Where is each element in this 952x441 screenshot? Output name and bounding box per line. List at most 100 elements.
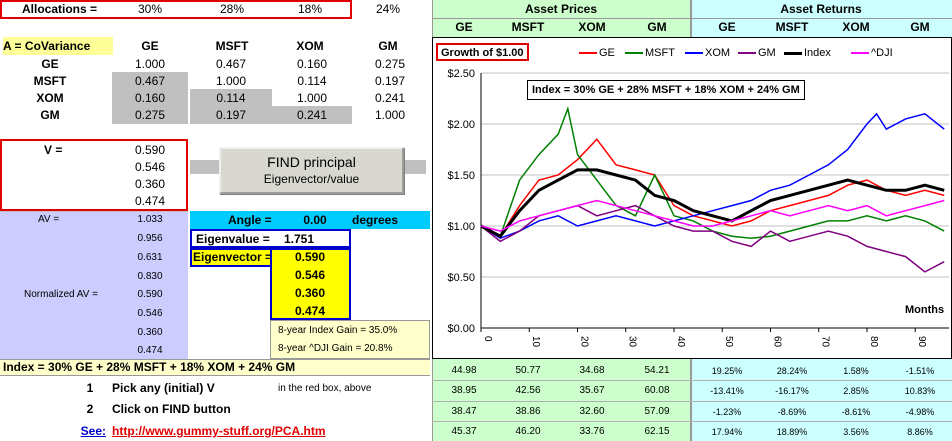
return-cell: -8.69% xyxy=(777,407,807,417)
dji-gain: 8-year ^DJI Gain = 20.8% xyxy=(278,343,393,354)
chart-annotation: Index = 30% GE + 28% MSFT + 18% XOM + 24… xyxy=(527,80,805,100)
cov-cell[interactable]: 1.000 xyxy=(134,57,166,71)
prices-header-msft: MSFT xyxy=(511,20,545,34)
eigenvalue-label: Eigenvalue = xyxy=(196,232,270,246)
step-note: in the red box, above xyxy=(278,383,372,394)
series-line-index xyxy=(480,168,945,239)
returns-header-msft: MSFT xyxy=(775,20,809,34)
y-tick-label: $2.50 xyxy=(447,68,475,80)
alloc-msft[interactable]: 28% xyxy=(219,2,245,16)
cov-cell[interactable]: 1.000 xyxy=(215,74,247,88)
y-tick-label: $0.50 xyxy=(447,272,475,284)
allocations-box[interactable] xyxy=(0,0,352,19)
vector-box[interactable] xyxy=(0,139,188,211)
cov-cell[interactable]: 0.197 xyxy=(374,74,406,88)
eigenvalue-value: 1.751 xyxy=(284,232,315,246)
cov-cell[interactable]: 0.275 xyxy=(374,57,406,71)
cov-cell[interactable]: 0.160 xyxy=(112,89,188,107)
price-cell: 60.08 xyxy=(644,385,670,396)
chart-xlabel: Months xyxy=(905,304,945,316)
legend-label: MSFT xyxy=(645,47,675,59)
angle-label: Angle = xyxy=(228,213,272,227)
legend-swatch xyxy=(685,52,703,55)
legend-item: XOM xyxy=(685,46,730,60)
y-tick-label: $0.00 xyxy=(447,323,475,335)
growth-chart-svg: $0.00 $0.50 $1.00 $1.50 $2.00 $2.50 0 10 20 30 40 5… xyxy=(447,68,949,348)
legend-swatch xyxy=(851,52,869,55)
normalized-value: 0.360 xyxy=(137,327,163,338)
cov-cell[interactable]: 0.275 xyxy=(112,106,188,124)
price-cell: 38.95 xyxy=(451,385,477,396)
gains-box xyxy=(270,320,430,359)
normalized-value: 0.474 xyxy=(137,345,163,356)
x-tick-label: 50 xyxy=(723,336,734,348)
cov-cell[interactable]: 0.197 xyxy=(190,106,272,124)
index-formula-bar xyxy=(0,359,430,376)
cov-cell[interactable]: 1.000 xyxy=(374,108,406,122)
alloc-ge[interactable]: 30% xyxy=(137,2,163,16)
x-tick-label: 10 xyxy=(530,336,541,348)
cov-cell[interactable]: 0.114 xyxy=(297,74,327,88)
price-cell: 38.86 xyxy=(515,406,541,417)
return-cell: -1.23% xyxy=(712,407,742,417)
return-cell: 28.24% xyxy=(776,366,808,376)
price-cell: 50.77 xyxy=(515,365,541,376)
y-tick-label: $2.00 xyxy=(447,119,475,131)
cov-cell[interactable]: 0.241 xyxy=(374,91,406,105)
eigenvector-label: Eigenvector = xyxy=(193,250,273,264)
covariance-corner: A = CoVariance xyxy=(3,37,113,55)
prices-header-ge: GE xyxy=(455,20,473,34)
x-tick-label: 60 xyxy=(771,336,782,348)
see-label: See: xyxy=(80,424,106,438)
cov-cell[interactable]: 0.467 xyxy=(215,57,247,71)
normalized-label: Normalized AV = xyxy=(24,289,99,300)
cov-cell[interactable]: 0.241 xyxy=(272,106,352,124)
price-cell: 57.09 xyxy=(644,406,670,417)
cov-cell[interactable]: 0.467 xyxy=(112,72,188,90)
normalized-value: 0.590 xyxy=(137,289,163,300)
return-cell: -4.98% xyxy=(905,407,935,417)
asset-returns-title: Asset Returns xyxy=(780,2,862,16)
price-cell: 32.60 xyxy=(579,406,605,417)
legend-label: XOM xyxy=(705,47,731,59)
av-value: 1.033 xyxy=(137,214,163,225)
price-cell: 38.47 xyxy=(451,406,477,417)
cov-header-gm: GM xyxy=(378,39,398,53)
legend-item: Index xyxy=(784,46,831,60)
prices-header-xom: XOM xyxy=(578,20,606,34)
vector-value[interactable]: 0.590 xyxy=(134,143,166,157)
see-link[interactable]: http://www.gummy-stuff.org/PCA.htm xyxy=(112,424,326,438)
price-cell: 42.56 xyxy=(515,385,541,396)
vector-label: V = xyxy=(44,143,63,157)
index-gain: 8-year Index Gain = 35.0% xyxy=(278,325,398,336)
av-value: 0.631 xyxy=(137,252,163,263)
find-button-line1: FIND principal xyxy=(267,154,356,170)
legend-label: GE xyxy=(599,47,615,59)
vector-value[interactable]: 0.546 xyxy=(134,160,166,174)
angle-bar xyxy=(190,211,430,229)
legend-label: GM xyxy=(758,47,776,59)
legend-item: GM xyxy=(738,46,776,60)
cov-header-xom: XOM xyxy=(296,39,324,53)
eigenvector-value: 0.474 xyxy=(294,304,326,318)
legend-item: MSFT xyxy=(625,46,675,60)
find-button[interactable]: FIND principal Eigenvector/value xyxy=(219,147,404,194)
y-tick-label: $1.00 xyxy=(447,221,475,233)
asset-prices-title: Asset Prices xyxy=(524,2,598,16)
av-value: 0.956 xyxy=(137,233,163,244)
cov-cell[interactable]: 0.114 xyxy=(190,89,272,107)
alloc-gm: 24% xyxy=(375,2,401,16)
cov-cell[interactable]: 1.000 xyxy=(296,91,328,105)
x-tick-label: 40 xyxy=(675,336,686,348)
price-cell: 44.98 xyxy=(451,365,477,376)
vector-value[interactable]: 0.474 xyxy=(134,194,166,208)
step-number: 1 xyxy=(86,381,94,395)
legend-swatch xyxy=(738,52,756,55)
returns-header-xom: XOM xyxy=(842,20,870,34)
vector-value[interactable]: 0.360 xyxy=(134,177,166,191)
alloc-xom[interactable]: 18% xyxy=(297,2,323,16)
cov-header-ge: GE xyxy=(141,39,159,53)
growth-chart[interactable]: $0.00 $0.50 $1.00 $1.50 $2.00 $2.50 0 10 20 30 40 5… xyxy=(432,37,952,359)
return-cell: 19.25% xyxy=(711,366,743,376)
cov-cell[interactable]: 0.160 xyxy=(296,57,328,71)
